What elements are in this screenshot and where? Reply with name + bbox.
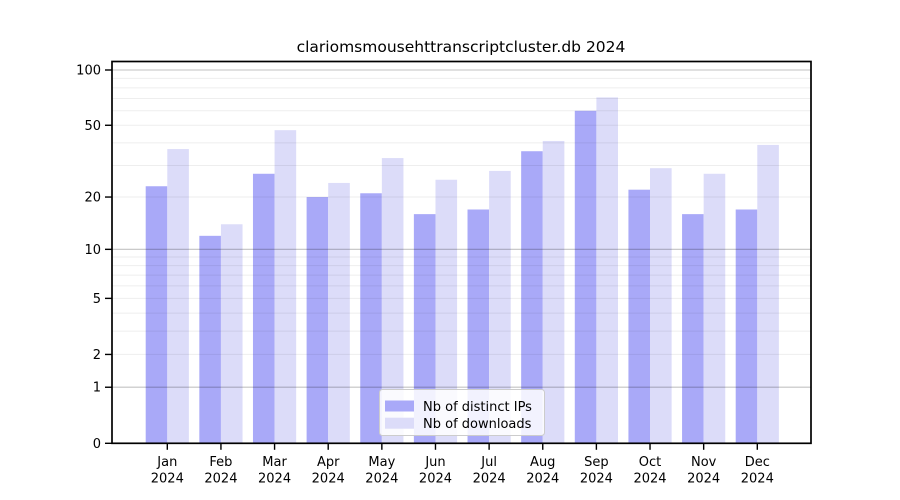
x-axis-tick-label: Mar 2024 <box>258 455 291 487</box>
legend-label-distinct-ips: Nb of distinct IPs <box>423 400 532 415</box>
gridlines-layer <box>112 69 811 388</box>
bar-downloads-jul <box>489 170 511 444</box>
legend-swatch-downloads <box>385 417 414 429</box>
y-axis-tick-label: 0 <box>93 437 101 452</box>
y-axis-tick-label: 1 <box>93 381 101 396</box>
bar-distinct-ips-oct <box>628 189 651 444</box>
bar-downloads-nov <box>703 173 726 444</box>
bar-distinct-ips-mar <box>252 173 275 444</box>
bar-distinct-ips-may <box>360 193 382 444</box>
y-axis-tick-label: 2 <box>93 348 101 363</box>
x-axis-tick-label: Feb 2024 <box>204 455 237 487</box>
x-axis-tick-label: Jun 2024 <box>419 455 452 487</box>
y-axis-tick-label: 5 <box>93 292 101 307</box>
bar-downloads-mar <box>274 130 297 444</box>
bar-downloads-feb <box>220 224 243 444</box>
bar-downloads-dec <box>757 144 779 444</box>
bar-downloads-aug <box>542 140 565 444</box>
legend-box <box>379 389 545 436</box>
bar-downloads-apr <box>328 182 350 444</box>
bar-distinct-ips-aug <box>521 151 543 444</box>
bar-distinct-ips-jul <box>467 209 490 444</box>
bar-distinct-ips-jun <box>413 214 436 444</box>
bar-downloads-jun <box>435 179 458 444</box>
legend-swatch-distinct-ips <box>385 400 414 412</box>
x-axis-tick-label: Apr 2024 <box>312 455 345 487</box>
x-axis-tick-label: Dec 2024 <box>741 455 774 487</box>
x-axis-tick-label: Aug 2024 <box>526 455 559 487</box>
legend: Nb of distinct IPs Nb of downloads <box>379 389 545 436</box>
legend-label-downloads: Nb of downloads <box>423 417 532 432</box>
y-axis-tick-label: 10 <box>84 243 101 258</box>
y-axis-tick-label: 50 <box>84 119 101 134</box>
bar-distinct-ips-apr <box>306 197 329 444</box>
x-axis-tick-label: May 2024 <box>365 455 398 487</box>
bar-downloads-oct <box>650 168 672 444</box>
plot-border <box>111 60 812 445</box>
x-axis-tick-label: Sep 2024 <box>580 455 613 487</box>
bar-downloads-sep <box>596 97 618 444</box>
bar-distinct-ips-dec <box>735 209 758 444</box>
x-axis-tick-label: Jan 2024 <box>151 455 184 487</box>
x-axis-tick-label: Oct 2024 <box>633 455 666 487</box>
bar-downloads-jan <box>167 149 189 444</box>
chart-title: clariomsmousehttranscriptcluster.db 2024 <box>297 38 626 56</box>
bars-layer <box>145 97 779 444</box>
bar-downloads-may <box>381 158 404 444</box>
bar-distinct-ips-jan <box>145 186 168 444</box>
x-axis-tick-label: Jul 2024 <box>473 455 506 487</box>
bar-distinct-ips-sep <box>574 110 597 444</box>
y-axis-tick-label: 20 <box>84 191 101 206</box>
x-axis-tick-label: Nov 2024 <box>687 455 720 487</box>
y-axis-tick-label: 100 <box>76 64 101 79</box>
bar-distinct-ips-nov <box>682 214 704 444</box>
bar-distinct-ips-feb <box>199 235 221 444</box>
